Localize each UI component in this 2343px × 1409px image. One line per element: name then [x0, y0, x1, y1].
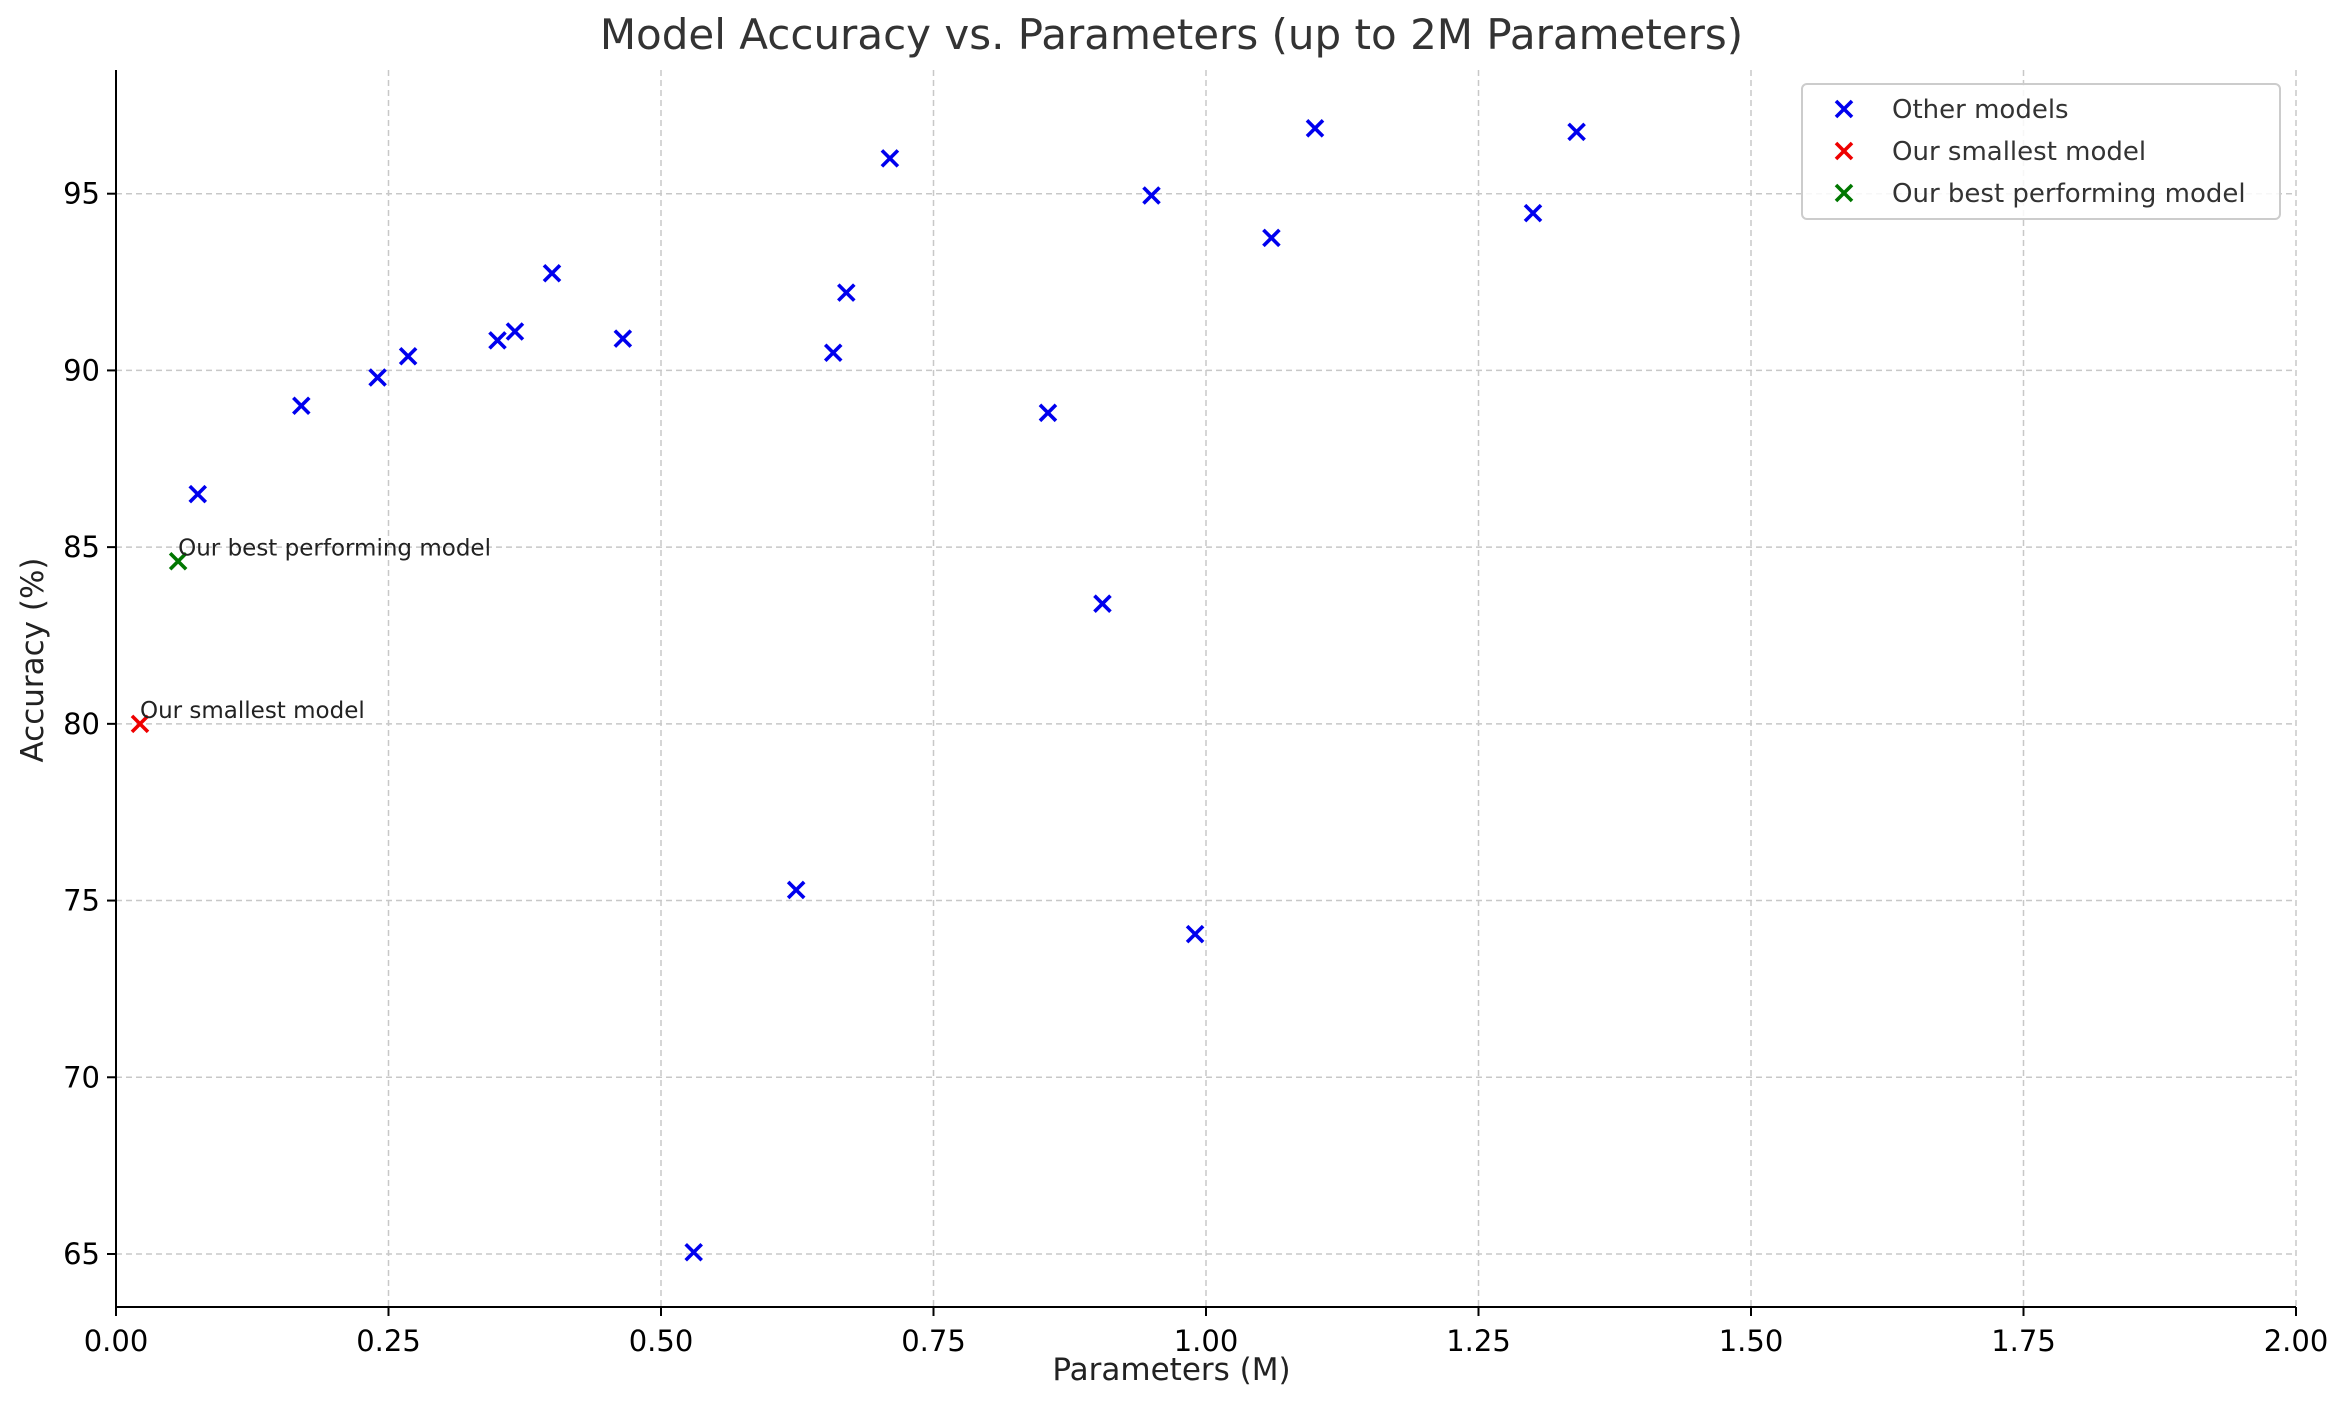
point-annotation: Our best performing model [178, 535, 491, 561]
y-tick-label: 85 [63, 530, 100, 564]
x-tick-label: 1.25 [1446, 1324, 1511, 1358]
legend-marker [1834, 141, 1854, 161]
data-point-series-1 [130, 714, 150, 734]
data-point-series-0 [880, 149, 900, 168]
x-tick-label: 1.00 [1174, 1324, 1239, 1358]
point-annotation: Our smallest model [140, 698, 365, 724]
legend-marker [1834, 99, 1854, 119]
y-tick-label: 65 [63, 1237, 100, 1271]
data-point-series-0 [684, 1242, 703, 1262]
data-point-series-0 [542, 263, 562, 283]
data-point-series-2 [168, 551, 188, 571]
x-tick-label: 0.25 [356, 1324, 421, 1358]
x-tick-label: 1.50 [1719, 1324, 1784, 1358]
data-point-series-0 [368, 368, 387, 387]
data-point-series-0 [613, 329, 633, 348]
y-tick-label: 70 [63, 1060, 100, 1094]
data-point-series-0 [1567, 122, 1586, 142]
data-point-series-0 [1142, 186, 1161, 205]
y-tick-label: 80 [63, 707, 100, 741]
data-point-series-0 [1185, 924, 1205, 944]
y-tick-label: 90 [63, 353, 100, 387]
data-point-series-0 [292, 396, 311, 416]
chart-title: Model Accuracy vs. Parameters (up to 2M … [599, 10, 1744, 59]
data-point-series-0 [1093, 594, 1112, 613]
data-point-series-0 [837, 283, 856, 302]
data-point-series-0 [188, 484, 208, 504]
data-point-series-0 [1038, 403, 1058, 423]
data-point-series-0 [823, 343, 843, 363]
x-tick-label: 0.75 [901, 1324, 966, 1358]
x-axis-label: Parameters (M) [1052, 1352, 1291, 1388]
x-tick-label: 0.00 [84, 1324, 149, 1358]
legend-label: Other models [1892, 95, 2069, 125]
data-point-series-0 [398, 347, 418, 366]
legend-marker [1834, 183, 1854, 203]
data-point-series-0 [1523, 203, 1543, 223]
x-tick-label: 1.75 [1991, 1324, 2056, 1358]
y-tick-label: 75 [63, 884, 100, 918]
data-point-series-0 [1305, 119, 1325, 138]
legend-box [1801, 83, 2281, 220]
data-point-series-0 [786, 880, 806, 900]
y-axis-label: Accuracy (%) [15, 557, 51, 763]
y-tick-label: 95 [63, 177, 100, 211]
legend-label: Our best performing model [1892, 179, 2246, 209]
x-tick-label: 2.00 [2264, 1324, 2329, 1358]
legend-label: Our smallest model [1892, 137, 2146, 167]
data-point-series-0 [488, 331, 507, 350]
data-point-series-0 [1262, 228, 1281, 248]
data-point-series-0 [505, 322, 525, 341]
x-tick-label: 0.50 [629, 1324, 694, 1358]
